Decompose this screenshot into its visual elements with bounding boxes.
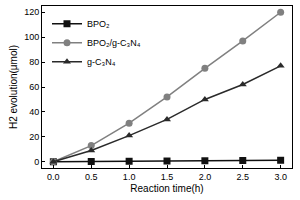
svg-text:BPO₂/g-C₃N₄: BPO₂/g-C₃N₄ bbox=[87, 38, 141, 48]
svg-text:1.5: 1.5 bbox=[161, 172, 174, 182]
svg-text:120: 120 bbox=[24, 7, 39, 17]
svg-text:g-C₃N₄: g-C₃N₄ bbox=[87, 57, 116, 67]
svg-text:40: 40 bbox=[29, 107, 39, 117]
svg-text:2.5: 2.5 bbox=[237, 172, 250, 182]
svg-text:0: 0 bbox=[34, 157, 39, 167]
svg-text:BPO₂: BPO₂ bbox=[87, 19, 110, 29]
svg-text:0.0: 0.0 bbox=[47, 172, 60, 182]
svg-text:20: 20 bbox=[29, 132, 39, 142]
svg-text:H2 evolution(μmol): H2 evolution(μmol) bbox=[8, 45, 19, 129]
svg-text:100: 100 bbox=[24, 32, 39, 42]
svg-text:80: 80 bbox=[29, 57, 39, 67]
svg-text:Reaction time(h): Reaction time(h) bbox=[130, 183, 203, 194]
svg-text:1.0: 1.0 bbox=[123, 172, 136, 182]
svg-text:60: 60 bbox=[29, 82, 39, 92]
svg-text:2.0: 2.0 bbox=[199, 172, 212, 182]
svg-text:0.5: 0.5 bbox=[85, 172, 98, 182]
svg-text:3.0: 3.0 bbox=[274, 172, 287, 182]
